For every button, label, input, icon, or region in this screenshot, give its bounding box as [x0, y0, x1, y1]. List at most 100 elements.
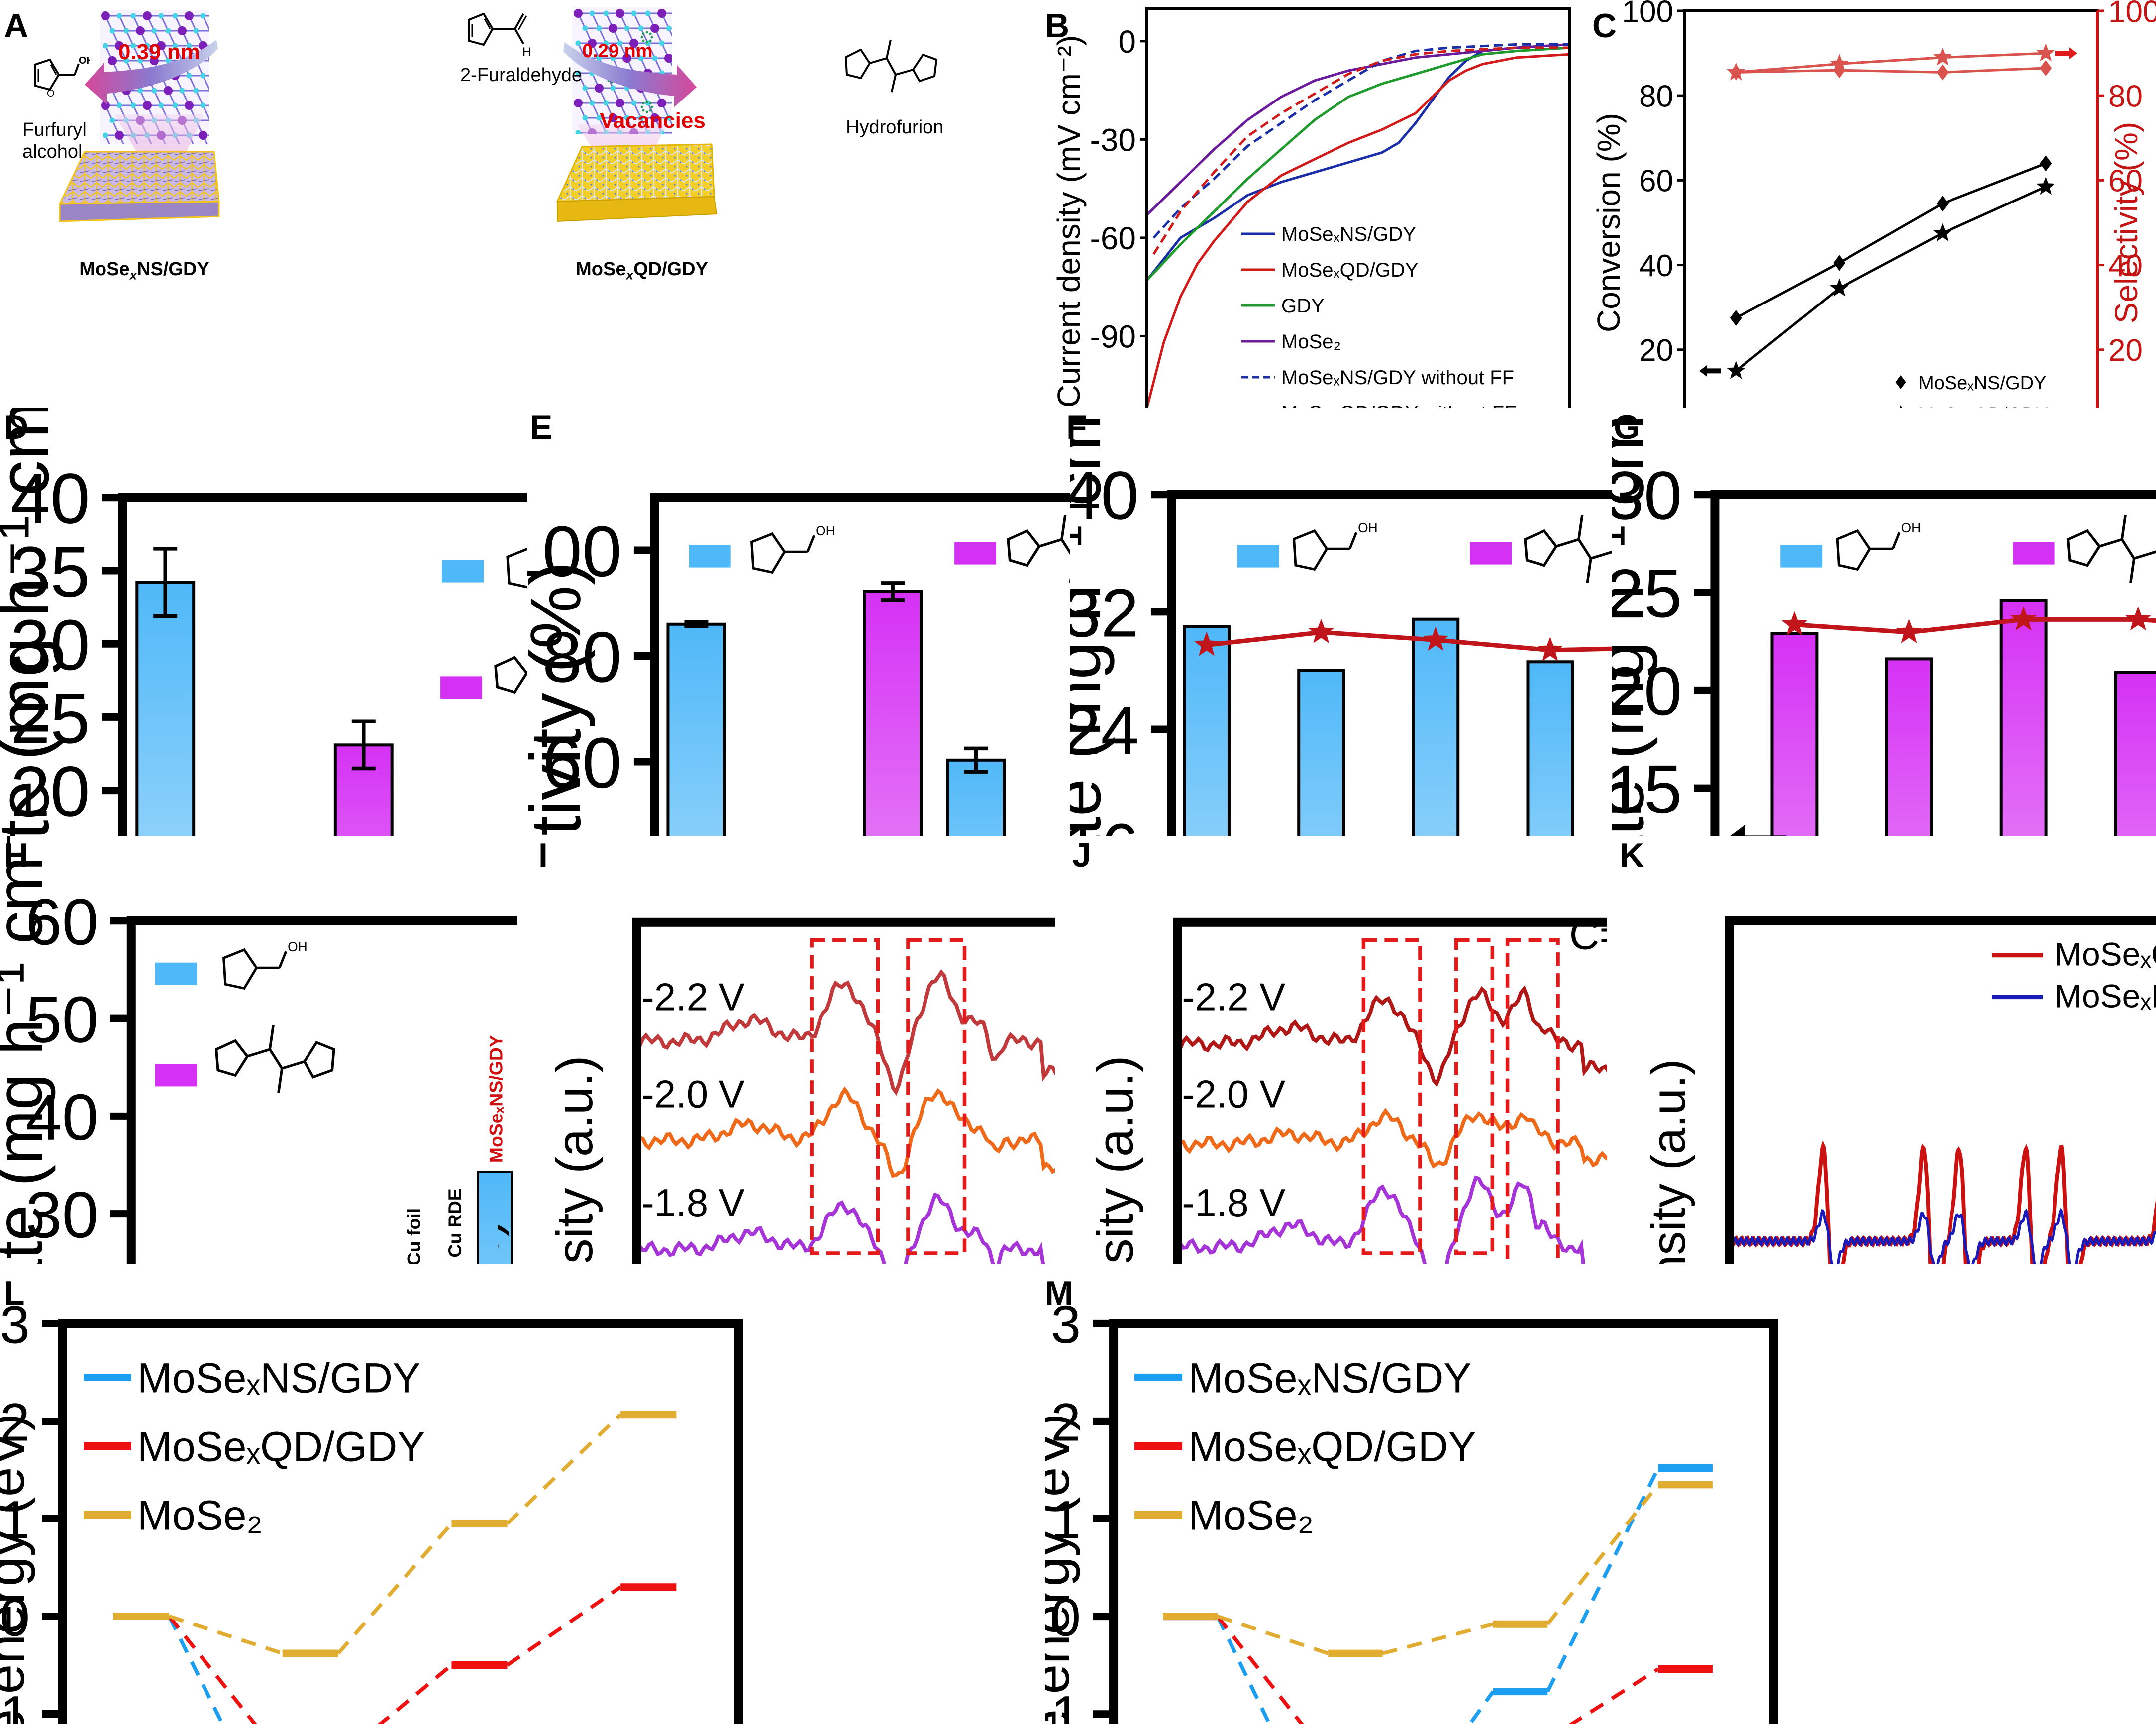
- se-atom: [617, 40, 623, 46]
- se-atom: [666, 115, 672, 121]
- plot-frame: [1173, 917, 1607, 1264]
- voltage-label: -1.8 V: [641, 1181, 745, 1224]
- y-axis-label: Current density (mV cm⁻²): [1051, 35, 1087, 408]
- se-atom: [172, 102, 178, 108]
- y-axis-label: Production rate (mg h⁻¹ cm⁻²): [1070, 408, 1115, 836]
- vacancy-dot: [650, 36, 653, 39]
- panel-label-l: L: [4, 1274, 25, 1312]
- energy-connector: [377, 1663, 453, 1724]
- se-atom: [582, 25, 588, 31]
- series-line-4: [1152, 43, 1570, 239]
- furfuryl-alcohol-icon: OH: [1836, 520, 1921, 571]
- energy-connector: [336, 1522, 453, 1655]
- series-line-0: [1735, 162, 2047, 319]
- vacancy-dot: [649, 109, 652, 112]
- panel-label-d: D: [4, 408, 29, 446]
- furfuryl-alcohol-icon: OH: [1293, 520, 1378, 571]
- bond: [268, 1025, 275, 1050]
- mo-atom: [108, 56, 117, 65]
- legend-label: MoSe₂: [1188, 1492, 1314, 1539]
- se-atom: [109, 28, 115, 34]
- y-axis-label: Production rate (mg h⁻¹ cm⁻²): [0, 408, 64, 836]
- bond: [160, 15, 169, 31]
- legend-swatch-hydrofuroin: [155, 1064, 197, 1087]
- legend-label: MoSeₓQD/GDY: [137, 1423, 425, 1470]
- bond: [195, 90, 204, 106]
- mo-atom: [143, 101, 152, 110]
- bond: [806, 535, 816, 553]
- highlight-box: [1505, 938, 1560, 1264]
- chart-h-catalyst-comparison: MoS₂Cu foilPd NCsMoS₂-DMAPb foilPd OctsC…: [0, 836, 517, 1264]
- bond: [1060, 515, 1067, 540]
- mo-atom: [136, 26, 145, 35]
- se-atom: [638, 115, 644, 121]
- bond: [591, 102, 600, 118]
- bond: [605, 43, 614, 59]
- bond: [118, 15, 127, 31]
- y-axis-tick-label: 30: [1612, 457, 1682, 534]
- panel-label-h: H: [4, 836, 29, 874]
- spacing-label-ns: 0.39 nm: [118, 40, 200, 64]
- series-line-1: [1145, 53, 1570, 408]
- se-atom: [144, 43, 150, 49]
- se-atom: [582, 85, 588, 91]
- energy-connector: [506, 1585, 622, 1667]
- energy-connector: [1216, 1615, 1272, 1724]
- se-atom: [158, 13, 164, 19]
- vacancy-dot: [642, 102, 645, 105]
- ring: [1836, 529, 1871, 571]
- mo-atom: [574, 9, 583, 18]
- se-atom: [575, 40, 581, 46]
- y-axis-tick-label: 80: [542, 617, 622, 697]
- bond: [188, 75, 197, 91]
- energy-connector: [1546, 1483, 1660, 1625]
- legend-label: MoSeₓQD/GDY without FF: [1281, 403, 1517, 408]
- se-atom: [638, 55, 644, 61]
- mo-atom: [574, 99, 583, 107]
- bar: [2114, 671, 2156, 836]
- spectrum-line: [636, 1192, 1045, 1264]
- legend-label: MoSeₓNS/GDY: [1188, 1354, 1471, 1401]
- hydrofuroin-label: Hydrofurion: [846, 117, 944, 138]
- o-label: O: [47, 88, 55, 99]
- y-axis-tick-label: 40: [542, 829, 622, 836]
- vacancy-dot: [640, 36, 643, 39]
- panel-label-e: E: [530, 408, 553, 446]
- chart-j-ir-qd: -2.2 V-2.0 V-1.8 V-1.6 VOCPC=CFuranC=Oac…: [1087, 912, 1607, 1264]
- y-axis-label: Intensity (a.u.): [546, 1055, 603, 1264]
- data-marker: [1833, 255, 1846, 271]
- se-atom: [200, 13, 206, 19]
- panel-label-a: A: [4, 7, 29, 45]
- y-axis-tick-label: 60: [1639, 164, 1673, 199]
- y-axis-label: Free energy (eV): [1045, 1413, 1080, 1724]
- caption-qd-main: MoSe: [576, 259, 626, 280]
- bond: [2099, 538, 2123, 548]
- y-axis-label: Selectivity (%): [527, 562, 596, 836]
- bar: [477, 1170, 513, 1264]
- voltage-label: -2.0 V: [641, 1072, 745, 1116]
- se-atom: [631, 10, 637, 16]
- legend-marker: [1895, 375, 1906, 389]
- spectrum-line: [1176, 985, 1607, 1088]
- data-marker: [2010, 606, 2037, 631]
- chart-i-ir-ns: -2.2 V-2.0 V-1.8 V-1.6VOCPC=CFuranC=Oact…: [498, 917, 1055, 1264]
- bond: [654, 58, 663, 74]
- plot-frame: [632, 917, 1055, 1264]
- y-axis-tick-label: 60: [25, 885, 99, 958]
- se-atom: [624, 115, 630, 121]
- chart-f-cycling-ns: 081624324002040608010025050075010001250C…: [1070, 408, 1612, 836]
- bond: [132, 45, 141, 61]
- se-atom: [610, 55, 616, 61]
- se-atom: [172, 13, 178, 19]
- legend-label: MoSeₓNS/GDY: [1281, 223, 1416, 245]
- y-axis-right-tick-label: 100: [2108, 0, 2156, 29]
- panel-label-j: J: [1072, 836, 1091, 874]
- y-axis-tick-label: 40: [1070, 457, 1139, 534]
- se-atom: [193, 88, 199, 94]
- se-atom: [589, 100, 595, 106]
- y-axis-tick-label: 40: [10, 459, 90, 539]
- bond: [598, 28, 607, 44]
- y-axis-tick-label: 0: [1118, 24, 1136, 60]
- se-atom: [186, 73, 192, 79]
- reaction-arrow-right: [563, 42, 697, 107]
